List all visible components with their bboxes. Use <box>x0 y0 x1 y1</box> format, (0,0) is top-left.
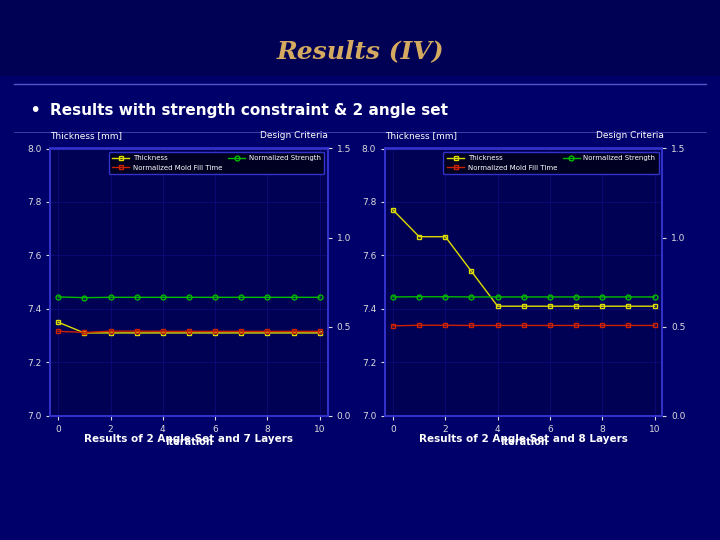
Legend: Thickness, Normalized Mold Fill Time, Normalized Strength: Thickness, Normalized Mold Fill Time, No… <box>444 152 659 174</box>
Text: Design Criteria: Design Criteria <box>260 131 328 140</box>
Text: Results of 2 Angle Set and 7 Layers: Results of 2 Angle Set and 7 Layers <box>84 434 293 444</box>
Text: Results with strength constraint & 2 angle set: Results with strength constraint & 2 ang… <box>50 103 449 118</box>
Text: Results (IV): Results (IV) <box>276 39 444 63</box>
Text: Results of 2 Angle Set and 8 Layers: Results of 2 Angle Set and 8 Layers <box>419 434 628 444</box>
Text: Thickness [mm]: Thickness [mm] <box>50 131 122 140</box>
Text: Design Criteria: Design Criteria <box>596 131 664 140</box>
Text: Thickness [mm]: Thickness [mm] <box>385 131 457 140</box>
X-axis label: Iteration: Iteration <box>500 437 548 447</box>
X-axis label: Iteration: Iteration <box>165 437 213 447</box>
Legend: Thickness, Normalized Mold Fill Time, Normalized Strength: Thickness, Normalized Mold Fill Time, No… <box>109 152 324 174</box>
Text: •: • <box>29 101 40 120</box>
